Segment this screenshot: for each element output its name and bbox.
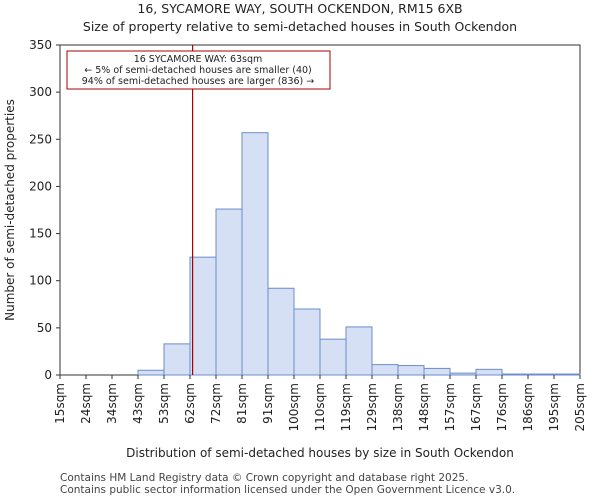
histogram-chart: 0 50 100 150 200 250 300 350 15sqm 24sqm 34sqm 43sq… [3,38,587,460]
x-tick-label: 138sqm [391,383,405,431]
x-tick-label: 205sqm [573,383,587,431]
annotation-text: 16 SYCAMORE WAY: 63sqm ← 5% of semi-detac… [82,54,315,87]
x-tick-label: 148sqm [417,383,431,431]
histogram-bar [423,367,451,376]
x-tick-label: 119sqm [339,383,353,431]
histogram-bar [345,326,373,376]
annotation-line: 16 SYCAMORE WAY: 63sqm [134,54,263,65]
y-tick-label: 0 [44,368,52,382]
y-tick-label: 50 [37,321,52,335]
x-tick-label: 110sqm [313,383,327,431]
histogram-bar [241,132,269,376]
histogram-bar [293,308,321,376]
x-tick-label: 62sqm [183,383,197,424]
x-tick-label: 34sqm [105,383,119,424]
histogram-bar [215,208,243,376]
histogram-bar [371,364,399,376]
y-tick-label: 250 [29,132,52,146]
y-tick-label: 200 [29,179,52,193]
y-tick-label: 100 [29,274,52,288]
x-tick-label: 176sqm [495,383,509,431]
x-tick-label: 81sqm [235,383,249,424]
chart-title: 16, SYCAMORE WAY, SOUTH OCKENDON, RM15 6… [137,1,463,16]
x-tick-label: 157sqm [443,383,457,431]
footer-copyright: Contains HM Land Registry data © Crown c… [60,472,469,484]
footer-licence: Contains public sector information licen… [60,484,516,496]
y-tick-label: 300 [29,85,52,99]
x-tick-label: 53sqm [157,383,171,424]
y-tick-label: 350 [29,38,52,52]
histogram-bar [319,338,347,376]
histogram-bar [449,372,477,376]
annotation-box [66,50,331,90]
histogram-bar [137,369,165,376]
histogram-bar [267,287,295,376]
x-tick-label: 91sqm [261,383,275,424]
x-tick-label: 186sqm [521,383,535,431]
x-axis-label: Distribution of semi-detached houses by … [126,446,514,460]
histogram-bar [163,343,191,376]
x-tick-label: 24sqm [79,383,93,424]
chart-subtitle: Size of property relative to semi-detach… [82,19,518,34]
histogram-bar [475,368,503,376]
x-tick-label: 195sqm [547,383,561,431]
x-tick-label: 167sqm [469,383,483,431]
x-tick-label: 100sqm [287,383,301,431]
histogram-bar [501,373,529,376]
x-tick-label: 43sqm [131,383,145,424]
x-tick-label: 72sqm [209,383,223,424]
histogram-bar [397,365,425,376]
x-tick-label: 129sqm [365,383,379,431]
histogram-bar [189,256,217,376]
x-tick-label: 15sqm [53,383,67,424]
annotation-line: 94% of semi-detached houses are larger (… [82,76,315,87]
histogram-bar [527,373,555,376]
histogram-bar [553,373,581,376]
annotation-line: ← 5% of semi-detached houses are smaller… [84,65,312,76]
y-axis-label: Number of semi-detached properties [3,99,17,321]
y-tick-label: 150 [29,227,52,241]
